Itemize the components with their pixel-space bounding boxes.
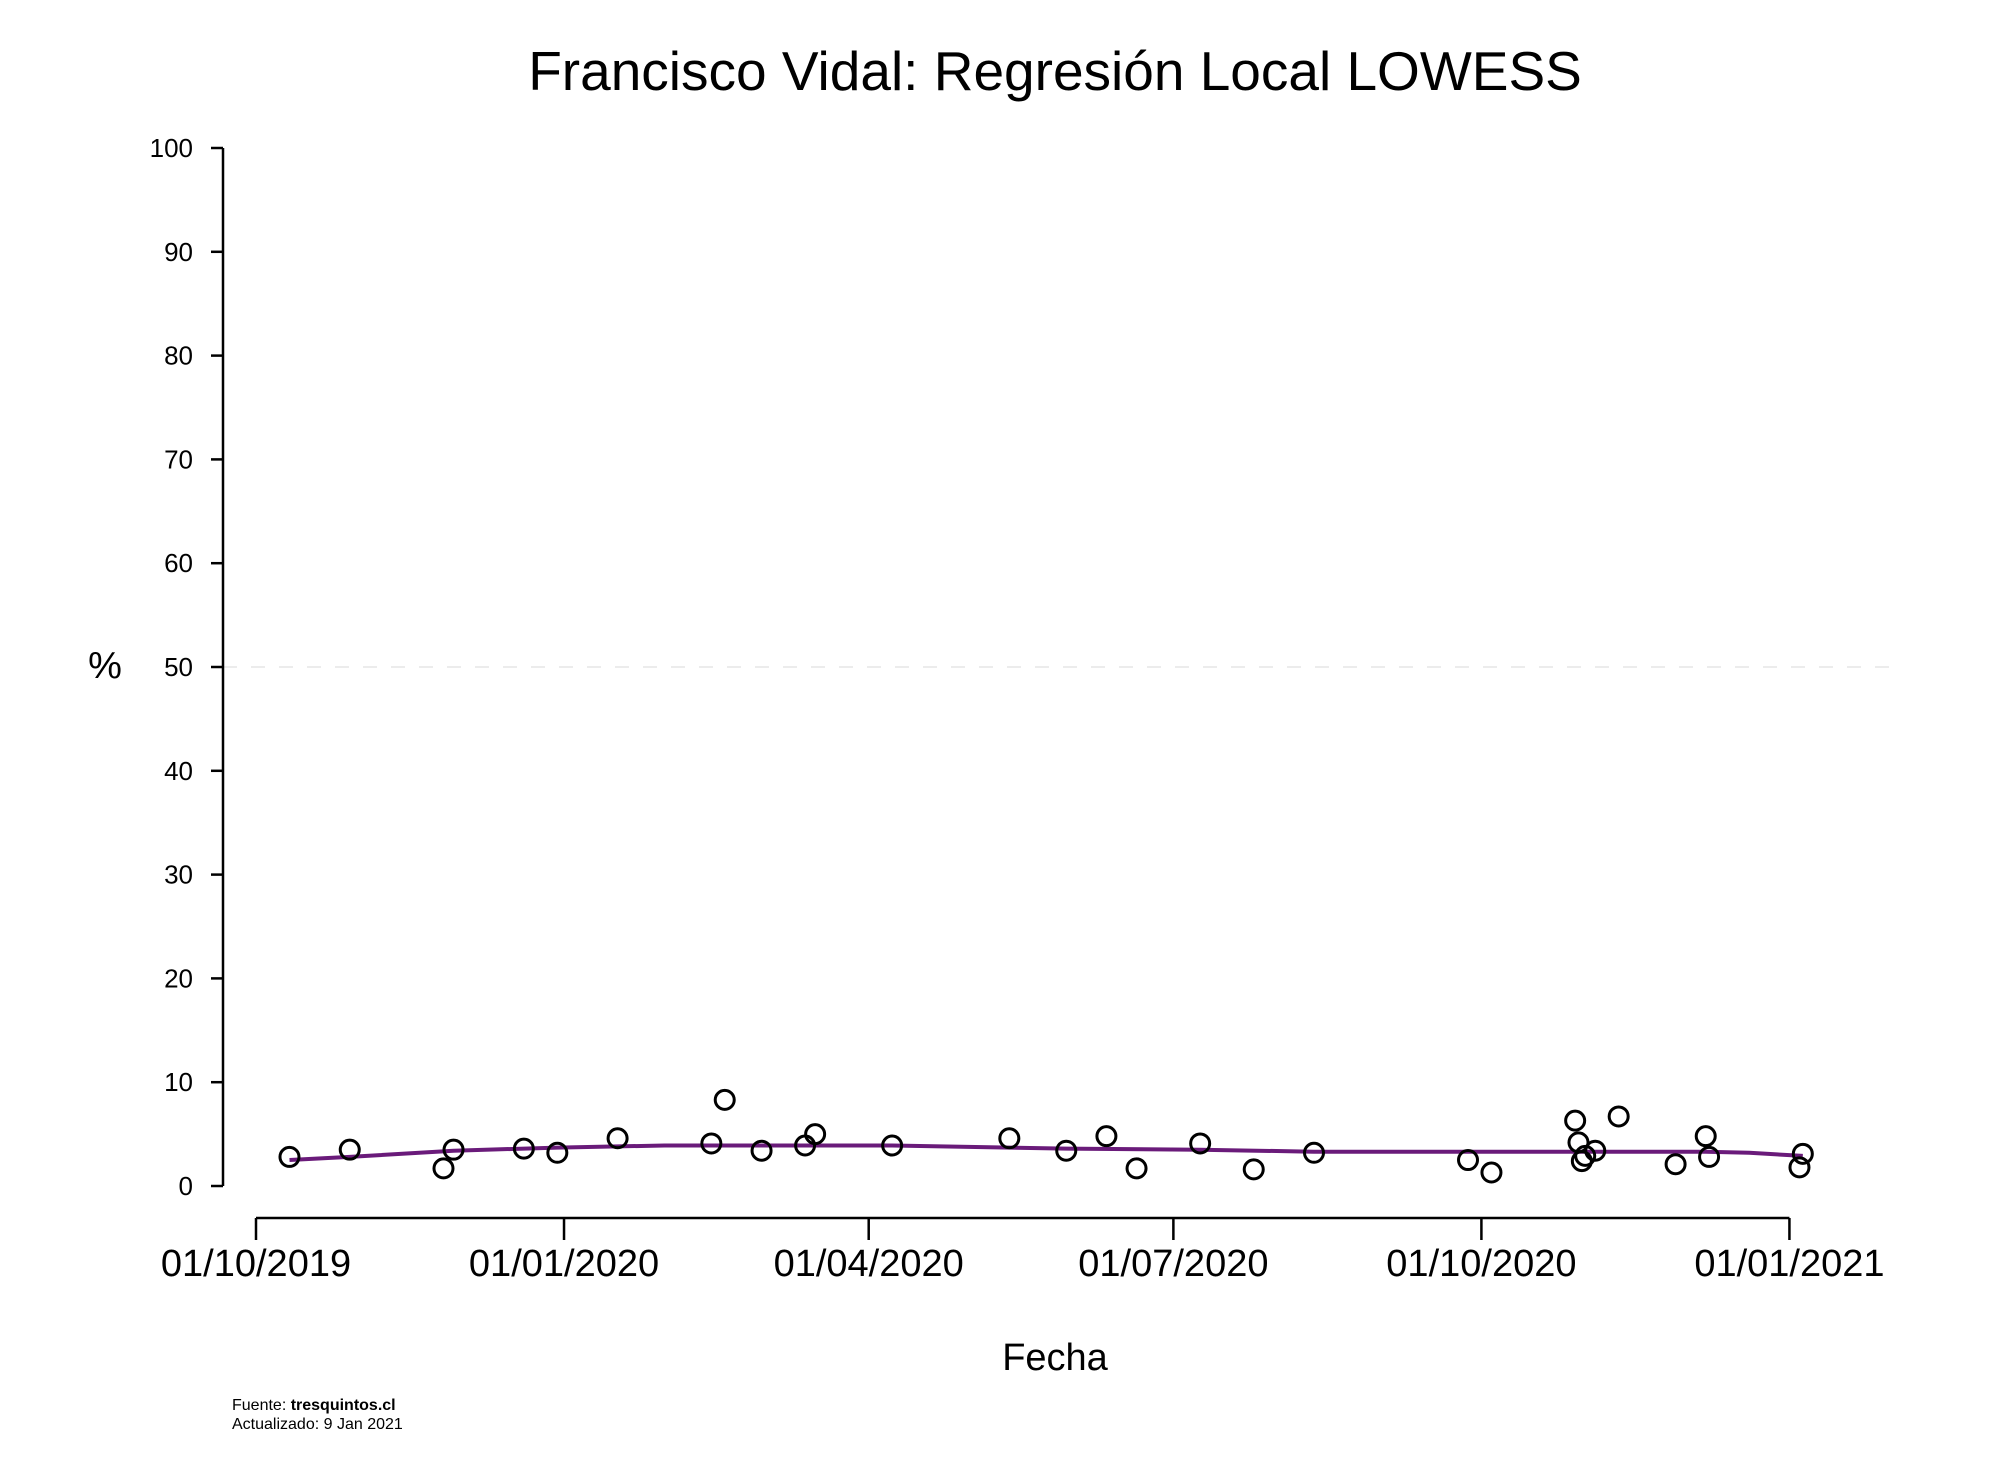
data-point [1125,1157,1148,1180]
x-tick-label: 01/01/2020 [469,1243,659,1285]
data-point [338,1138,361,1161]
y-tick-label: 70 [164,444,193,474]
x-axis: 01/10/2019 01/01/2020 01/04/2020 01/07/2020… [161,1216,1885,1285]
data-point [1788,1156,1811,1179]
data-point [1694,1125,1717,1148]
data-point [1457,1149,1480,1172]
data-point [881,1134,904,1157]
x-tick-label: 01/07/2020 [1078,1243,1268,1285]
data-points [278,1088,1814,1184]
x-tick-label: 01/10/2019 [161,1243,351,1285]
y-tick-label: 20 [164,963,193,993]
y-tick-label: 10 [164,1067,193,1097]
data-point [804,1123,827,1146]
data-point [700,1132,723,1155]
data-point [1698,1145,1721,1168]
lowess-line [289,1143,1803,1162]
data-point [1584,1139,1607,1162]
y-tick-label: 30 [164,860,193,890]
data-point [606,1127,629,1150]
y-tick-label: 40 [164,756,193,786]
footer-source: Fuente: tresquintos.cl [232,1396,403,1415]
footer: Fuente: tresquintos.cl Actualizado: 9 Ja… [232,1396,403,1434]
data-point [1607,1105,1630,1128]
lowess-curve-group [289,1143,1803,1162]
footer-source-label: Fuente: [232,1397,291,1414]
data-point [1791,1142,1814,1165]
x-tick-label: 01/04/2020 [774,1243,964,1285]
footer-source-name: tresquintos.cl [290,1397,396,1414]
y-tick-label: 80 [164,341,193,371]
data-point [1303,1141,1325,1164]
x-tick-label: 01/10/2020 [1386,1243,1576,1285]
data-point [1480,1161,1503,1184]
y-tick-label: 50 [164,652,193,682]
data-point [1095,1125,1118,1148]
y-tick-label: 60 [164,548,193,578]
data-point [442,1138,465,1161]
y-axis: 0 10 20 30 40 50 60 70 80 90 100 [150,133,225,1201]
data-point [998,1127,1021,1150]
y-tick-label: 100 [150,133,193,163]
y-tick-label: 0 [179,1171,193,1201]
x-tick-label: 01/01/2021 [1694,1243,1884,1285]
data-point [1242,1158,1265,1181]
data-point [278,1145,301,1168]
data-point [713,1088,736,1111]
data-point [1189,1132,1212,1155]
data-point [1564,1109,1587,1132]
footer-updated: Actualizado: 9 Jan 2021 [232,1416,403,1433]
chart-title: Francisco Vidal: Regresión Local LOWESS [528,40,1582,102]
data-point [1664,1153,1687,1176]
x-axis-label: Fecha [1002,1337,1108,1379]
y-axis-label: % [88,645,122,687]
data-point [750,1139,773,1162]
data-point [1055,1139,1078,1162]
data-point [512,1137,535,1160]
y-tick-label: 90 [164,237,193,267]
data-point [546,1141,569,1164]
data-point [432,1157,455,1180]
